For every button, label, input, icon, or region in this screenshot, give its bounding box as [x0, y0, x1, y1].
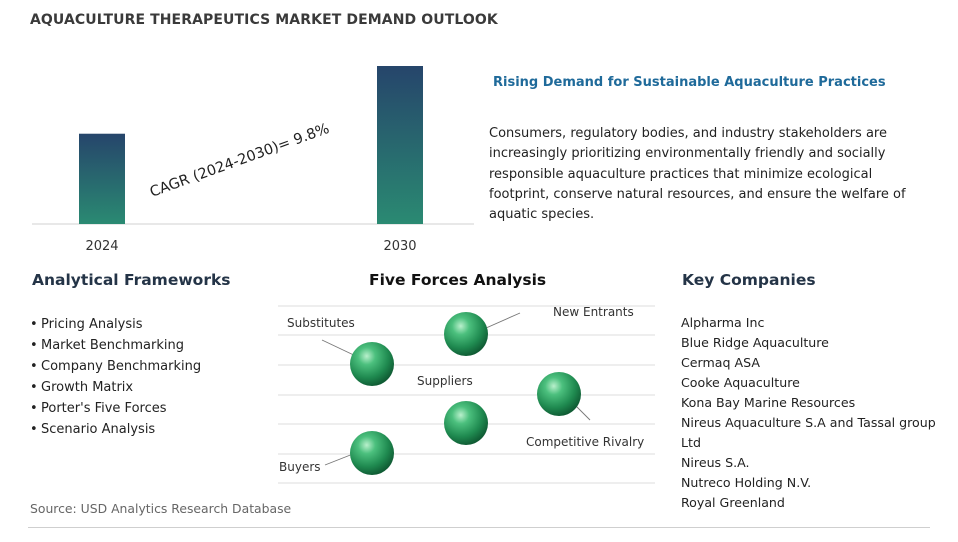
companies-title: Key Companies [682, 271, 816, 289]
list-item: Cooke Aquaculture [681, 375, 800, 390]
list-item: • Company Benchmarking [30, 359, 202, 374]
list-item: • Scenario Analysis [30, 422, 156, 437]
list-item: • Growth Matrix [30, 380, 134, 395]
five-forces-title: Five Forces Analysis [369, 271, 547, 289]
list-item: Royal Greenland [681, 495, 785, 510]
list-item: Cermaq ASA [681, 355, 760, 370]
sphere-suppliers [444, 401, 488, 445]
list-item: Nutreco Holding N.V. [681, 475, 812, 490]
list-item: Nireus Aquaculture S.A and Tassal group … [681, 415, 936, 450]
ff-label-new-entrants: New Entrants [553, 305, 634, 319]
ff-label-buyers: Buyers [279, 460, 321, 474]
list-item: Kona Bay Marine Resources [681, 395, 856, 410]
source-note: Source: USD Analytics Research Database [30, 501, 292, 516]
x-tick-label: 2030 [383, 239, 416, 254]
page-title: AQUACULTURE THERAPEUTICS MARKET DEMAND O… [30, 12, 498, 28]
ff-label-competitive-rivalry: Competitive Rivalry [526, 435, 645, 449]
list-item: • Porter's Five Forces [30, 401, 167, 416]
frameworks-title: Analytical Frameworks [32, 271, 231, 289]
x-tick-label: 2024 [85, 239, 118, 254]
list-item: • Market Benchmarking [30, 338, 184, 353]
divider [28, 527, 930, 528]
bar-2024 [79, 133, 125, 224]
list-item: Nireus S.A. [681, 455, 750, 470]
bar-2030 [377, 66, 423, 224]
companies-list: Alpharma Inc Blue Ridge Aquaculture Cerm… [681, 313, 943, 513]
frameworks-list: • Pricing Analysis • Market Benchmarking •… [30, 314, 201, 440]
sphere-buyers [350, 431, 394, 475]
ff-label-substitutes: Substitutes [287, 316, 355, 330]
highlight-body: Consumers, regulatory bodies, and indust… [489, 126, 906, 223]
ff-label-suppliers: Suppliers [417, 374, 473, 388]
sphere-new-entrants [444, 312, 488, 356]
list-item: Alpharma Inc [681, 315, 765, 330]
highlight-title: Rising Demand for Sustainable Aquacultur… [493, 75, 886, 90]
sphere-competitive-rivalry [537, 372, 581, 416]
list-item: Blue Ridge Aquaculture [681, 335, 829, 350]
sphere-substitutes [350, 342, 394, 386]
list-item: • Pricing Analysis [30, 317, 143, 332]
